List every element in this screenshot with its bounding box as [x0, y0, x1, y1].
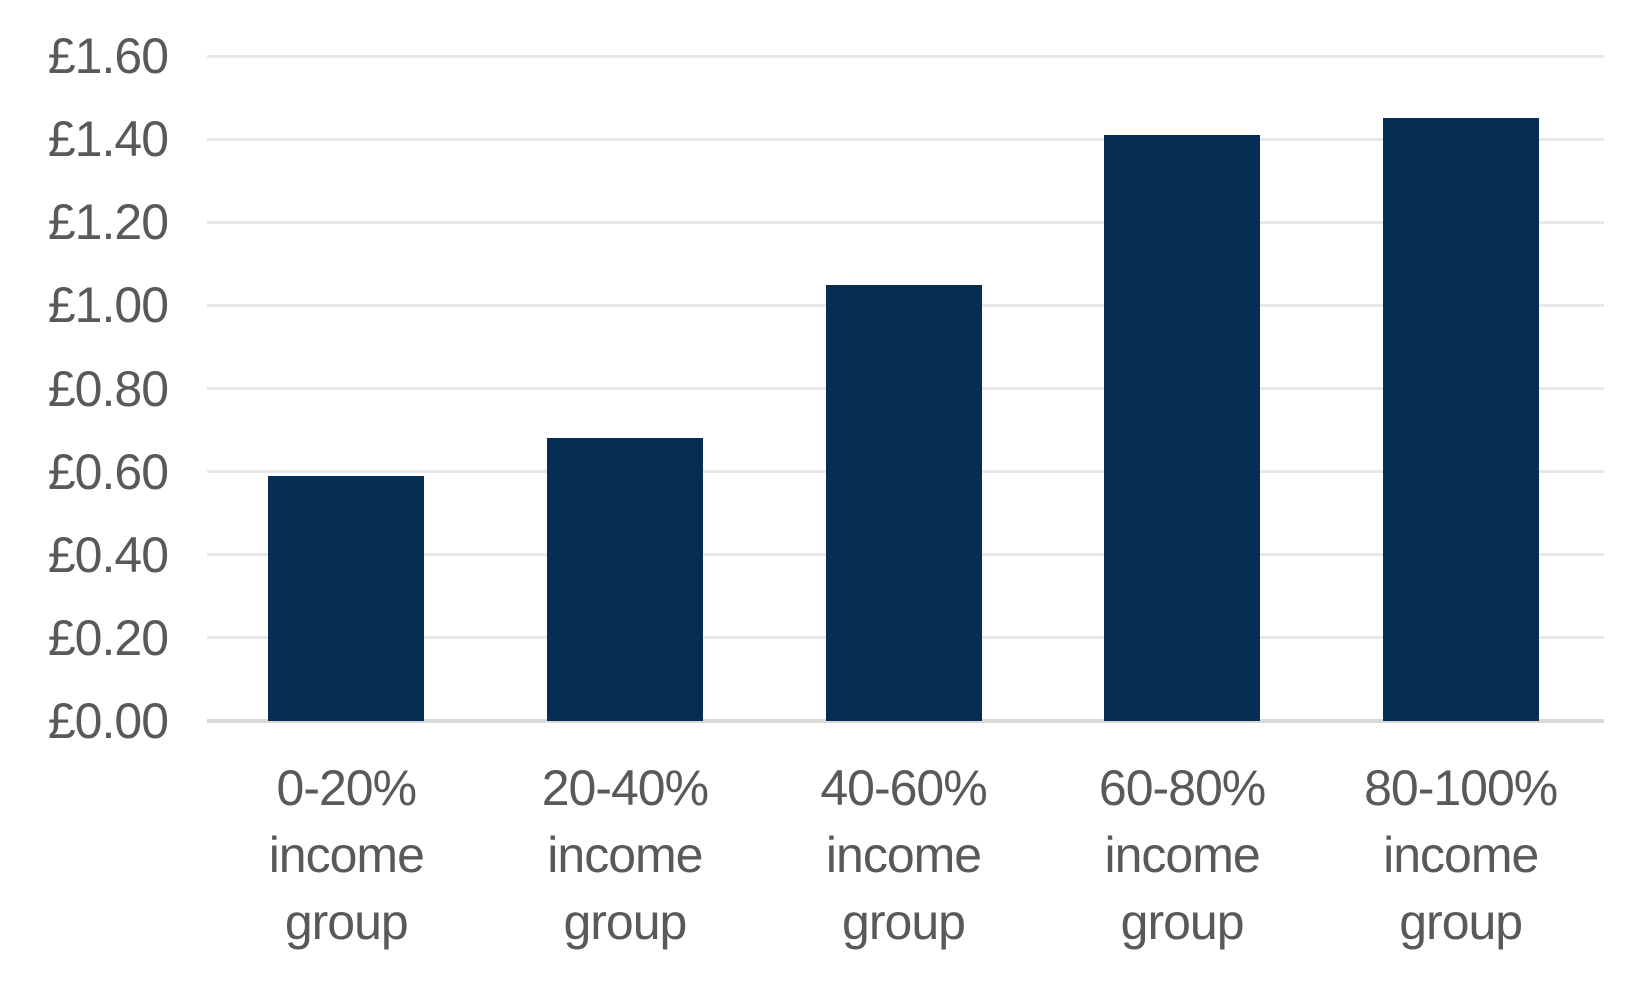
- y-tick-label: £1.20: [47, 194, 169, 251]
- y-tick-label: £0.80: [47, 360, 169, 417]
- bar-80-100%: [1382, 118, 1539, 721]
- bar-60-80%: [1104, 134, 1261, 721]
- x-tick-label: 40-60% income group: [820, 760, 987, 950]
- y-tick-label: £0.60: [47, 443, 169, 500]
- gridline: [207, 137, 1604, 141]
- y-tick-label: £0.40: [47, 526, 169, 583]
- x-tick-label: 20-40% income group: [541, 760, 709, 950]
- gridline: [207, 220, 1604, 224]
- x-tick-label: 80-100% income group: [1364, 760, 1558, 950]
- y-tick-label: £0.20: [47, 609, 169, 666]
- bar-40-60%: [825, 284, 982, 721]
- gridline: [207, 54, 1604, 58]
- bar-0-20%: [268, 475, 425, 721]
- y-tick-label: £1.60: [47, 28, 169, 84]
- y-tick-label: £0.00: [47, 693, 169, 749]
- x-tick-label: 60-80% income group: [1098, 760, 1266, 950]
- y-tick-label: £1.00: [47, 277, 169, 334]
- x-axis-line: [207, 719, 1604, 723]
- x-tick-label: 0-20% income group: [268, 760, 425, 950]
- bar-20-40%: [546, 438, 703, 721]
- y-tick-label: £1.40: [47, 111, 169, 168]
